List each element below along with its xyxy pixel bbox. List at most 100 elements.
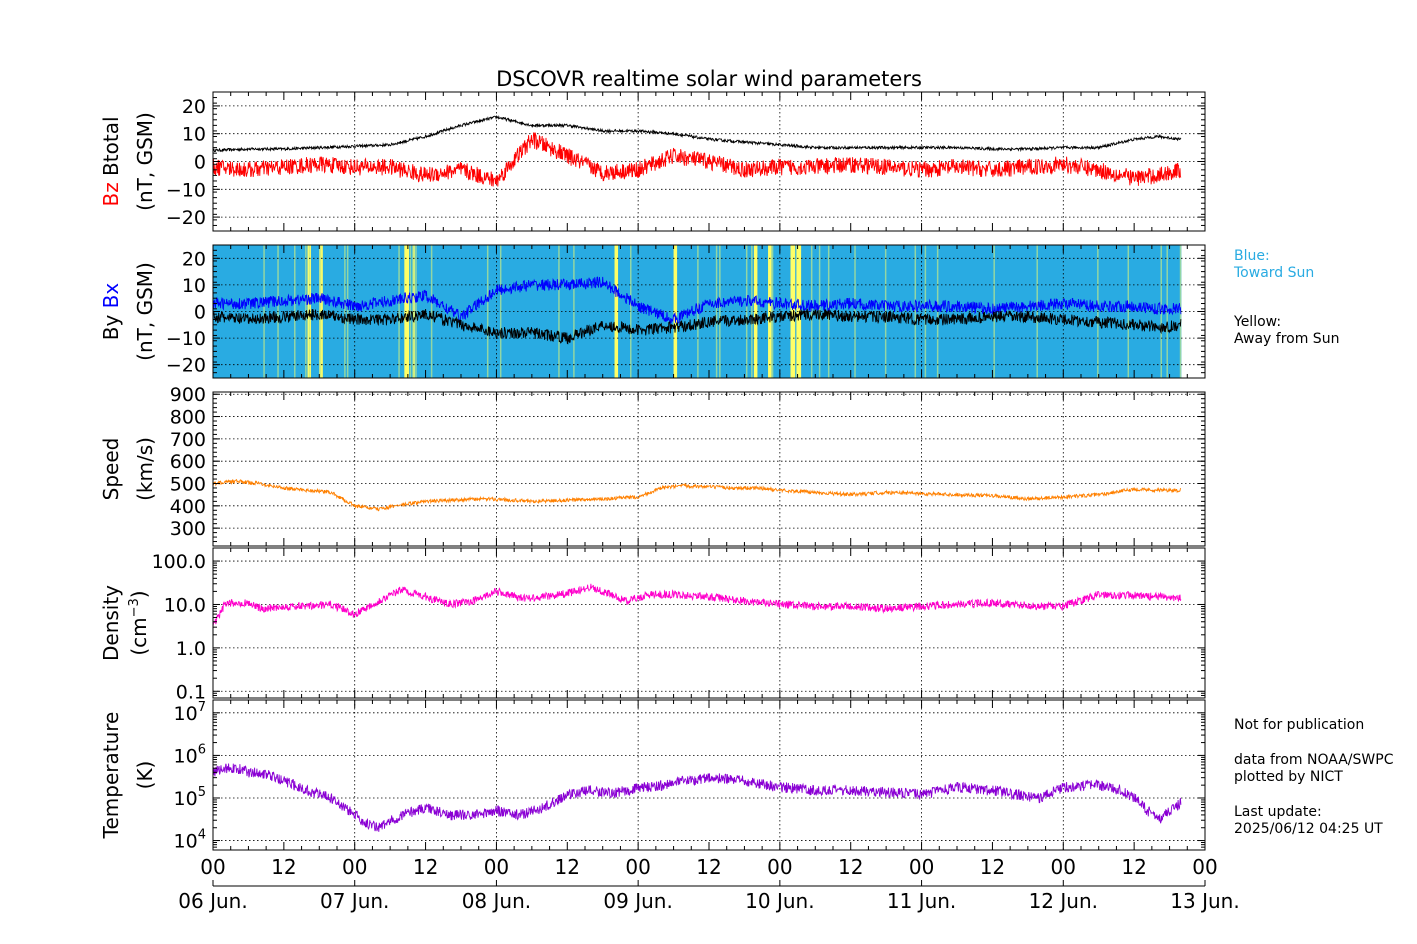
y-tick-label: 20: [182, 96, 206, 118]
y-tick-label: 600: [170, 451, 206, 473]
y-axis-unit-label: (cm−3): [127, 590, 151, 655]
polarity-away-band: [719, 245, 721, 378]
date-label: 12 Jun.: [1029, 889, 1098, 913]
date-label: 13 Jun.: [1170, 889, 1239, 913]
x-hour-tick-label: 00: [1051, 855, 1076, 879]
polarity-away-band: [319, 245, 322, 378]
panel-frame: [212, 547, 1206, 699]
y-tick-label: 400: [170, 496, 206, 518]
series-line-bx: [213, 276, 1182, 324]
y-tick-label: 0: [194, 152, 206, 174]
last-update-label: Last update:: [1234, 804, 1322, 820]
y-tick-label: 700: [170, 429, 206, 451]
legend-blue-desc: Toward Sun: [1234, 265, 1315, 281]
y-tick-label: −10: [166, 328, 206, 350]
y-tick-label: 105: [174, 785, 206, 810]
y-tick-label: 104: [174, 828, 206, 853]
y-tick-label: 106: [174, 742, 206, 767]
polarity-away-band: [810, 245, 813, 378]
y-tick-label: 10.0: [164, 594, 206, 616]
date-label: 08 Jun.: [462, 889, 531, 913]
date-label: 06 Jun.: [178, 889, 247, 913]
x-hour-tick-label: 00: [625, 855, 650, 879]
data-source-note: data from NOAA/SWPC: [1234, 752, 1394, 768]
x-hour-tick-label: 00: [342, 855, 367, 879]
panel-density: 0.1 1.0 10.0 100.0 Density (cm−3): [99, 547, 1206, 703]
y-tick-label: −10: [166, 179, 206, 201]
polarity-away-band: [630, 245, 632, 378]
polarity-away-band: [751, 245, 753, 378]
y-axis-unit-label: (nT, GSM): [133, 112, 157, 211]
y-axis-unit-label: (km/s): [133, 437, 157, 501]
y-tick-label: 0: [194, 302, 206, 324]
x-hour-tick-label: 12: [980, 855, 1005, 879]
polarity-away-band: [558, 245, 560, 378]
legend-yellow-desc: Away from Sun: [1234, 331, 1340, 347]
x-hour-tick-label: 12: [1121, 855, 1146, 879]
series-line-speed: [213, 478, 1181, 512]
y-tick-label: −20: [166, 355, 206, 377]
polarity-away-band: [673, 245, 678, 378]
polarity-away-band: [263, 245, 265, 378]
polarity-away-band: [404, 245, 410, 378]
date-label: 09 Jun.: [603, 889, 672, 913]
polarity-away-band: [790, 245, 796, 378]
plotted-by-note: plotted by NICT: [1234, 769, 1343, 785]
y-tick-label: 900: [170, 384, 206, 406]
polarity-away-band: [771, 245, 774, 378]
x-hour-tick-label: 00: [909, 855, 934, 879]
polarity-away-band: [753, 245, 758, 378]
y-tick-label: 1.0: [176, 638, 206, 660]
x-hour-tick-label: 00: [767, 855, 792, 879]
polarity-away-band: [499, 245, 502, 378]
legend-yellow-label: Yellow:: [1234, 314, 1282, 330]
y-axis-unit-label: (K): [133, 761, 157, 790]
y-tick-label: 107: [174, 700, 206, 725]
date-label: 10 Jun.: [745, 889, 814, 913]
legend-blue-label: Blue:: [1234, 248, 1270, 264]
chart-title: DSCOVR realtime solar wind parameters: [496, 67, 922, 91]
x-hour-tick-label: 12: [271, 855, 296, 879]
y-tick-label: 20: [182, 248, 206, 270]
y-tick-label: 300: [170, 518, 206, 540]
polarity-away-band: [796, 245, 802, 378]
date-label: 07 Jun.: [320, 889, 389, 913]
y-axis-label: Speed: [99, 438, 123, 501]
y-tick-label: 0.1: [176, 681, 206, 703]
panel-magnetic-field: −20 −10 0 10 20 Bz Btotal (nT, GSM): [99, 91, 1206, 232]
y-tick-label: 800: [170, 407, 206, 429]
last-update-value: 2025/06/12 04:25 UT: [1234, 821, 1383, 837]
polarity-away-band: [398, 245, 400, 378]
y-tick-label: 100.0: [152, 551, 206, 573]
x-hour-tick-label: 12: [696, 855, 721, 879]
panel-bx-by: −20 −10 0 10 20 By Bx (nT, GSM): [99, 244, 1206, 379]
polarity-away-band: [294, 245, 296, 378]
polarity-away-band: [854, 245, 856, 378]
polarity-away-band: [486, 245, 489, 378]
polarity-away-band: [430, 245, 433, 378]
polarity-away-band: [614, 245, 619, 378]
series-line-density: [213, 583, 1182, 627]
series-line-bz: [213, 132, 1182, 187]
y-axis-label: Bz Btotal: [99, 116, 123, 206]
not-for-publication-note: Not for publication: [1234, 717, 1365, 733]
panel-frame: [212, 391, 1206, 547]
x-hour-tick-label: 12: [555, 855, 580, 879]
x-hour-tick-label: 12: [413, 855, 438, 879]
polarity-away-band: [344, 245, 346, 378]
series-line-by: [213, 308, 1182, 345]
y-tick-label: 10: [182, 124, 206, 146]
y-tick-label: 500: [170, 474, 206, 496]
x-hour-tick-label: 00: [484, 855, 509, 879]
series-line-temperature: [213, 763, 1182, 832]
y-axis-label: By Bx: [99, 283, 123, 341]
y-tick-label: 10: [182, 275, 206, 297]
polarity-away-band: [346, 245, 349, 378]
date-label: 11 Jun.: [887, 889, 956, 913]
y-axis-label: Density: [99, 585, 123, 661]
polarity-away-band: [914, 245, 917, 378]
panel-temperature: 104 105 106 107 Temperature (K): [99, 699, 1206, 853]
